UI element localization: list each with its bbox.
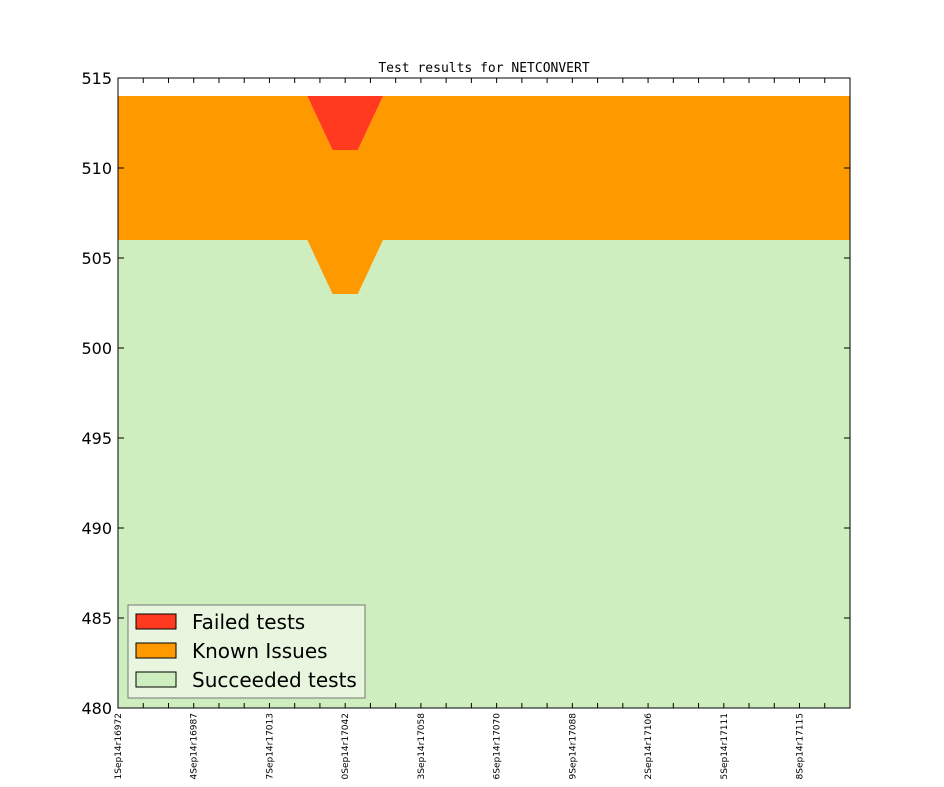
y-tick-label: 495 bbox=[81, 429, 112, 448]
legend: Failed tests Known Issues Succeeded tests bbox=[127, 604, 366, 699]
y-tick-label: 490 bbox=[81, 519, 112, 538]
chart-title: Test results for NETCONVERT bbox=[378, 61, 589, 76]
y-tick-label: 515 bbox=[81, 69, 112, 88]
x-tick-label: 0Sep14r17042 bbox=[341, 713, 351, 779]
legend-swatch-known-issues bbox=[135, 642, 177, 659]
x-axis: 1Sep14r16972 4Sep14r16987 7Sep14r17013 0Sep… bbox=[114, 78, 826, 780]
legend-label: Failed tests bbox=[192, 610, 305, 634]
y-axis: 480 485 490 495 500 505 510 515 bbox=[81, 69, 850, 718]
x-tick-label: 6Sep14r17070 bbox=[493, 713, 503, 780]
legend-label: Known Issues bbox=[192, 639, 328, 663]
area-known-issues bbox=[118, 96, 850, 294]
x-tick-label: 2Sep14r17106 bbox=[644, 713, 654, 780]
y-tick-label: 500 bbox=[81, 339, 112, 358]
y-tick-label: 480 bbox=[81, 699, 112, 718]
area-series-group bbox=[118, 96, 850, 708]
legend-label: Succeeded tests bbox=[192, 668, 357, 692]
y-tick-label: 510 bbox=[81, 159, 112, 178]
x-tick-label: 1Sep14r16972 bbox=[114, 713, 124, 779]
legend-swatch-succeeded-tests bbox=[135, 671, 177, 688]
y-tick-label: 485 bbox=[81, 609, 112, 628]
x-tick-label: 7Sep14r17013 bbox=[265, 713, 275, 779]
plot-frame bbox=[117, 77, 851, 709]
legend-swatch-failed-tests bbox=[135, 613, 177, 630]
x-tick-label: 4Sep14r16987 bbox=[190, 713, 200, 779]
y-tick-label: 505 bbox=[81, 249, 112, 268]
x-tick-label: 5Sep14r17111 bbox=[720, 713, 730, 779]
x-tick-label: 9Sep14r17088 bbox=[568, 713, 578, 780]
x-tick-label: 8Sep14r17115 bbox=[796, 713, 806, 779]
area-succeeded-tests bbox=[118, 240, 850, 708]
x-tick-label: 3Sep14r17058 bbox=[417, 713, 427, 780]
